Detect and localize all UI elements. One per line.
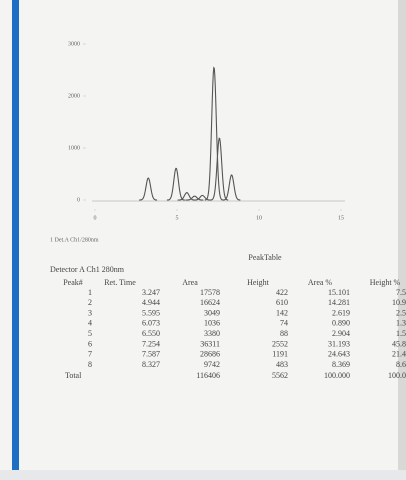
table-cell: 2.5 — [396, 308, 406, 317]
table-cell: 1036 — [204, 319, 220, 328]
table-cell: 4 — [88, 319, 92, 328]
table-cell: 7 — [88, 350, 92, 359]
table-cell: 1191 — [272, 350, 288, 359]
table-header: Ret. Time — [104, 278, 136, 287]
table-cell: 4.944 — [142, 298, 160, 307]
table-cell: 3 — [88, 308, 92, 317]
table-header: Area — [182, 278, 198, 287]
table-cell: 0.890 — [332, 319, 350, 328]
peak — [185, 195, 204, 201]
table-cell: 1 — [88, 288, 92, 297]
table-cell: 610 — [276, 298, 288, 307]
table-cell: 6.073 — [142, 319, 160, 328]
table-cell: 31.193 — [328, 339, 350, 348]
table-cell: 24.643 — [328, 350, 350, 359]
table-cell: 483 — [276, 360, 288, 369]
table-cell: 7.254 — [142, 339, 160, 348]
table-header: Height — [247, 278, 270, 287]
table-cell: 16624 — [200, 298, 220, 307]
peak — [139, 177, 158, 201]
table-title: PeakTable — [248, 253, 282, 262]
table-cell: 142 — [276, 308, 288, 317]
total-cell: 116406 — [196, 371, 220, 380]
table-cell: 9742 — [204, 360, 220, 369]
table-cell: 3.247 — [142, 288, 160, 297]
table-cell: 5 — [88, 329, 92, 338]
peak — [204, 66, 223, 201]
table-cell: 1.3 — [396, 319, 406, 328]
table-cell: 1.5 — [396, 329, 406, 338]
table-cell: 10.9 — [392, 298, 406, 307]
table-header: Peak# — [63, 278, 83, 287]
peak — [210, 137, 229, 201]
blue-bar — [12, 0, 19, 480]
table-header: Height % — [370, 278, 401, 287]
peak — [222, 174, 241, 201]
table-cell: 3049 — [204, 308, 220, 317]
table-cell: 14.281 — [328, 298, 350, 307]
table-cell: 28686 — [200, 350, 220, 359]
table-cell: 15.101 — [328, 288, 350, 297]
y-tick-label: 3000 — [68, 41, 80, 47]
table-cell: 36311 — [200, 339, 220, 348]
table-cell: 2 — [88, 298, 92, 307]
table-cell: 7.5 — [396, 288, 406, 297]
table-cell: 6.550 — [142, 329, 160, 338]
table-cell: 422 — [276, 288, 288, 297]
total-cell: 100.0 — [388, 371, 406, 380]
table-cell: 5.595 — [142, 308, 160, 317]
table-cell: 7.587 — [142, 350, 160, 359]
table-cell: 17578 — [200, 288, 220, 297]
total-cell: 5562 — [272, 371, 288, 380]
table-cell: 8.6 — [396, 360, 406, 369]
bottom-strip — [0, 470, 406, 480]
x-tick-label: 15 — [338, 215, 344, 221]
total-cell: Total — [65, 371, 82, 380]
legend: 1 Det.A Ch1/280nm — [50, 237, 99, 243]
x-tick-label: 0 — [94, 215, 97, 221]
table-header: Area % — [308, 278, 333, 287]
table-cell: 88 — [280, 329, 288, 338]
table-cell: 2.904 — [332, 329, 350, 338]
y-tick-label: 2000 — [68, 93, 80, 99]
table-cell: 8.327 — [142, 360, 160, 369]
y-tick-label: 0 — [77, 197, 80, 203]
peak — [193, 194, 212, 201]
table-cell: 2552 — [272, 339, 288, 348]
table-cell: 8.369 — [332, 360, 350, 369]
table-cell: 21.4 — [392, 350, 406, 359]
detector: Detector A Ch1 280nm — [50, 265, 125, 274]
x-tick-label: 10 — [256, 215, 262, 221]
table-cell: 45.8 — [392, 339, 406, 348]
total-cell: 100.000 — [324, 371, 350, 380]
x-tick-label: 5 — [176, 215, 179, 221]
y-tick-label: 1000 — [68, 145, 80, 151]
peak — [177, 192, 196, 201]
paper-edge-shadow — [398, 0, 406, 480]
table-cell: 6 — [88, 339, 92, 348]
table-cell: 74 — [280, 319, 288, 328]
table-cell: 8 — [88, 360, 92, 369]
table-cell: 2.619 — [332, 308, 350, 317]
table-cell: 3380 — [204, 329, 220, 338]
